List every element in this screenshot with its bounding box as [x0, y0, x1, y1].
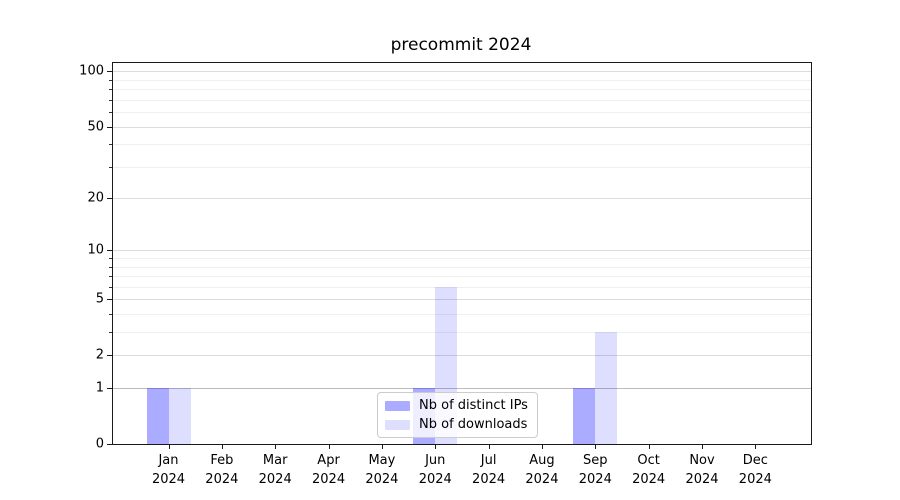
gridline-major — [113, 71, 811, 73]
y-minor-tick — [109, 144, 112, 146]
y-axis-tick-label: 1 — [95, 380, 104, 396]
gridline-minor — [113, 286, 811, 288]
y-minor-tick — [109, 166, 112, 168]
y-major-tick — [107, 355, 112, 357]
y-major-tick — [107, 71, 112, 73]
x-axis-tick-label: Apr 2024 — [312, 453, 346, 487]
x-axis-tick-label: Jul 2024 — [472, 453, 506, 487]
gridline-minor — [113, 144, 811, 146]
gridline-major — [113, 126, 811, 128]
y-minor-tick — [109, 286, 112, 288]
gridline-minor — [113, 332, 811, 334]
y-major-tick — [107, 388, 112, 390]
gridline-minor — [113, 99, 811, 101]
x-axis-tick-label: Nov 2024 — [685, 453, 719, 487]
legend-label-downloads: Nb of downloads — [419, 417, 528, 432]
x-tick — [488, 444, 490, 449]
legend-swatch-distinct-ips — [385, 400, 410, 411]
gridline-minor — [113, 266, 811, 268]
y-minor-tick — [109, 266, 112, 268]
plot-area: 100 50 20 10 5 2 1 0 Jan 2024 Feb 2024 Mar 2024 Apr 202… — [79, 62, 812, 487]
y-minor-tick — [109, 314, 112, 316]
y-major-tick — [107, 250, 112, 252]
legend-label-distinct-ips: Nb of distinct IPs — [419, 398, 528, 413]
x-axis-tick-label: Mar 2024 — [258, 453, 292, 487]
gridline-minor — [113, 79, 811, 81]
y-axis-tick-label: 0 — [95, 436, 104, 452]
x-axis-tick-label: Aug 2024 — [525, 453, 559, 487]
x-tick — [541, 444, 543, 449]
x-axis-tick-label: Sep 2024 — [578, 453, 612, 487]
y-major-tick — [107, 444, 112, 445]
y-axis-tick-label: 20 — [87, 190, 104, 206]
legend: Nb of distinct IPs Nb of downloads — [377, 392, 538, 438]
x-tick — [328, 444, 330, 449]
x-tick — [595, 444, 597, 449]
x-tick — [168, 444, 170, 449]
bar-distinct-ips — [573, 388, 596, 444]
y-minor-tick — [109, 258, 112, 260]
y-minor-tick — [109, 79, 112, 81]
gridline-minor — [113, 112, 811, 114]
y-axis-tick-label: 100 — [79, 63, 104, 79]
x-tick — [275, 444, 277, 449]
gridline-minor — [113, 258, 811, 260]
bar-downloads — [595, 332, 618, 444]
x-tick — [755, 444, 757, 449]
gridline-minor — [113, 314, 811, 316]
y-minor-tick — [109, 89, 112, 91]
bar-distinct-ips — [146, 388, 169, 444]
y-major-tick — [107, 299, 112, 301]
gridline-major — [113, 388, 811, 390]
y-axis-tick-label: 10 — [87, 242, 104, 258]
x-tick — [381, 444, 383, 449]
x-axis-tick-label: Jan 2024 — [151, 453, 186, 487]
legend-item-distinct-ips: Nb of distinct IPs — [385, 398, 528, 413]
y-major-tick — [107, 198, 112, 200]
gridline-major — [113, 299, 811, 301]
gridline-major — [113, 250, 811, 252]
y-minor-tick — [109, 99, 112, 101]
gridline-minor — [113, 166, 811, 168]
x-tick — [648, 444, 650, 449]
y-minor-tick — [109, 276, 112, 278]
x-tick — [435, 444, 437, 449]
y-axis-tick-label: 50 — [87, 119, 104, 135]
chart-title: precommit 2024 — [390, 35, 532, 55]
y-minor-tick — [109, 112, 112, 114]
gridline-major — [113, 198, 811, 200]
x-tick — [702, 444, 703, 449]
gridline-minor — [113, 276, 811, 278]
y-minor-tick — [109, 332, 112, 334]
x-axis-tick-label: Feb 2024 — [205, 453, 239, 487]
y-axis-tick-label: 5 — [95, 291, 104, 307]
legend-swatch-downloads — [385, 419, 410, 430]
x-tick — [221, 444, 223, 449]
x-axis-tick-label: Jun 2024 — [418, 453, 452, 487]
y-axis-tick-label: 2 — [95, 347, 104, 363]
gridline-major — [113, 355, 811, 357]
y-major-tick — [107, 126, 112, 128]
legend-item-downloads: Nb of downloads — [385, 417, 528, 432]
x-axis-tick-label: Dec 2024 — [738, 453, 772, 487]
bar-downloads — [168, 388, 191, 444]
x-axis-tick-label: May 2024 — [365, 453, 399, 487]
gridline-minor — [113, 89, 811, 91]
x-axis-tick-label: Oct 2024 — [632, 453, 666, 487]
